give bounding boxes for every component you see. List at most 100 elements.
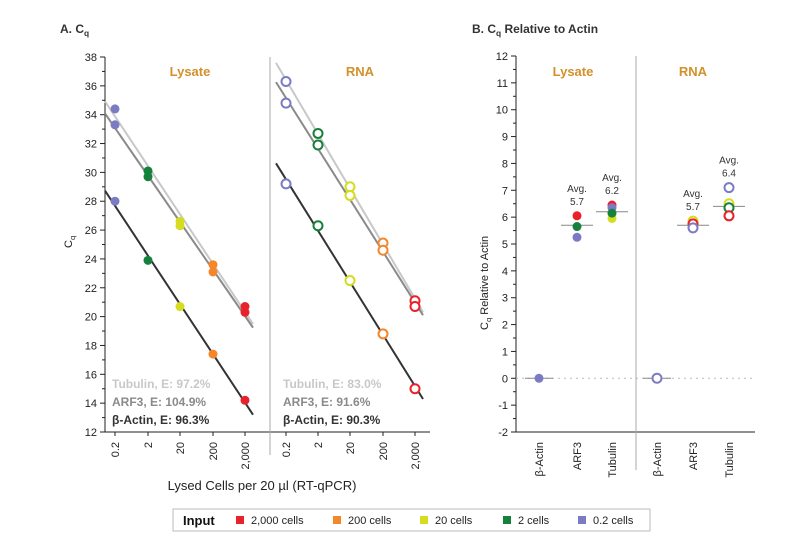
panel-a-title: A. Cq xyxy=(60,22,89,38)
y-tick-label: -2 xyxy=(498,427,508,439)
data-point xyxy=(175,302,185,312)
y-tick-label: 1 xyxy=(502,346,508,358)
data-point xyxy=(175,221,185,231)
x-tick-label: 20 xyxy=(175,442,187,454)
x-tick-label: 200 xyxy=(208,442,220,460)
y-tick-label: 32 xyxy=(85,139,97,151)
average-label: Avg. xyxy=(719,156,739,167)
efficiency-label: ARF3, E: 104.9% xyxy=(112,395,206,409)
legend-label: 2 cells xyxy=(518,515,550,527)
y-axis-label: Cq xyxy=(63,236,77,248)
average-label: Avg. xyxy=(567,184,587,195)
legend-swatch xyxy=(420,516,428,524)
legend-swatch xyxy=(503,516,511,524)
x-tick-label: 2,000 xyxy=(410,442,422,470)
data-point xyxy=(240,395,250,405)
data-point xyxy=(208,349,218,359)
data-point xyxy=(280,76,292,88)
y-tick-label: 2 xyxy=(502,320,508,332)
data-point xyxy=(607,208,617,218)
data-point xyxy=(143,255,153,265)
data-point xyxy=(534,373,544,383)
x-tick-label: Tubulin xyxy=(724,442,736,478)
legend-swatch xyxy=(578,516,586,524)
legend-label: 2,000 cells xyxy=(251,515,304,527)
panel-b-title: B. Cq Relative to Actin xyxy=(472,22,598,38)
data-point xyxy=(651,372,663,384)
efficiency-label: ARF3, E: 91.6% xyxy=(283,395,371,409)
y-tick-label: 0 xyxy=(502,373,508,385)
efficiency-label: Tubulin, E: 83.0% xyxy=(283,377,382,391)
data-point xyxy=(572,211,582,221)
y-tick-label: 3 xyxy=(502,293,508,305)
x-tick-label: 20 xyxy=(345,442,357,454)
y-tick-label: 20 xyxy=(85,312,97,324)
average-label: Avg. xyxy=(602,173,622,184)
y-tick-label: 30 xyxy=(85,167,97,179)
y-tick-label: 26 xyxy=(85,225,97,237)
legend-label: 20 cells xyxy=(435,515,473,527)
group-label: RNA xyxy=(679,64,708,79)
y-axis-label: Cq Relative to Actin xyxy=(479,236,493,330)
data-point xyxy=(312,127,324,139)
y-tick-label: 9 xyxy=(502,132,508,144)
average-value: 6.2 xyxy=(605,186,619,197)
x-tick-label: 200 xyxy=(378,442,390,460)
y-tick-label: 4 xyxy=(502,266,508,278)
group-label: Lysate xyxy=(553,64,594,79)
x-tick-label: β-Actin xyxy=(534,442,546,476)
x-tick-label: Tubulin xyxy=(607,442,619,478)
data-point xyxy=(344,275,356,287)
y-tick-label: 6 xyxy=(502,212,508,224)
data-point xyxy=(312,139,324,151)
y-tick-label: 12 xyxy=(496,51,508,63)
data-point xyxy=(280,178,292,190)
y-tick-label: 12 xyxy=(85,427,97,439)
x-tick-label: 2 xyxy=(143,442,155,448)
legend-label: 200 cells xyxy=(348,515,392,527)
data-point xyxy=(687,222,699,234)
efficiency-label: β-Actin, E: 96.3% xyxy=(112,413,210,427)
legend-box xyxy=(172,508,651,532)
average-label: Avg. xyxy=(683,189,703,200)
data-point xyxy=(377,328,389,340)
legend-swatch xyxy=(236,516,244,524)
x-tick-label: 0.2 xyxy=(281,442,293,457)
data-point xyxy=(723,210,735,222)
x-tick-label: ARF3 xyxy=(572,442,584,470)
x-tick-label: β-Actin xyxy=(652,442,664,476)
data-point xyxy=(409,301,421,313)
y-tick-label: 5 xyxy=(502,239,508,251)
data-point xyxy=(110,120,120,130)
group-label: Lysate xyxy=(170,64,211,79)
y-tick-label: 16 xyxy=(85,369,97,381)
data-point xyxy=(240,307,250,317)
y-tick-label: 14 xyxy=(85,398,97,410)
data-point xyxy=(208,260,218,270)
data-point xyxy=(572,222,582,232)
x-tick-label: 2 xyxy=(313,442,325,448)
data-point xyxy=(344,189,356,201)
data-point xyxy=(312,220,324,232)
data-point xyxy=(110,196,120,206)
y-tick-label: 11 xyxy=(497,78,508,90)
x-tick-label: 2,000 xyxy=(240,442,252,470)
data-point xyxy=(344,181,356,193)
data-point xyxy=(723,182,735,194)
legend-label: 0.2 cells xyxy=(593,515,634,527)
legend-title: Input xyxy=(183,513,215,528)
y-tick-label: 28 xyxy=(85,196,97,208)
data-point xyxy=(572,232,582,242)
efficiency-label: Tubulin, E: 97.2% xyxy=(112,377,211,391)
y-tick-label: 8 xyxy=(502,158,508,170)
average-value: 5.7 xyxy=(570,197,584,208)
average-value: 6.4 xyxy=(722,169,736,180)
data-point xyxy=(110,104,120,114)
y-tick-label: 34 xyxy=(85,110,97,122)
data-point xyxy=(409,383,421,395)
average-value: 5.7 xyxy=(686,202,700,213)
y-tick-label: 22 xyxy=(85,283,97,295)
data-point xyxy=(377,244,389,256)
data-point xyxy=(143,172,153,182)
